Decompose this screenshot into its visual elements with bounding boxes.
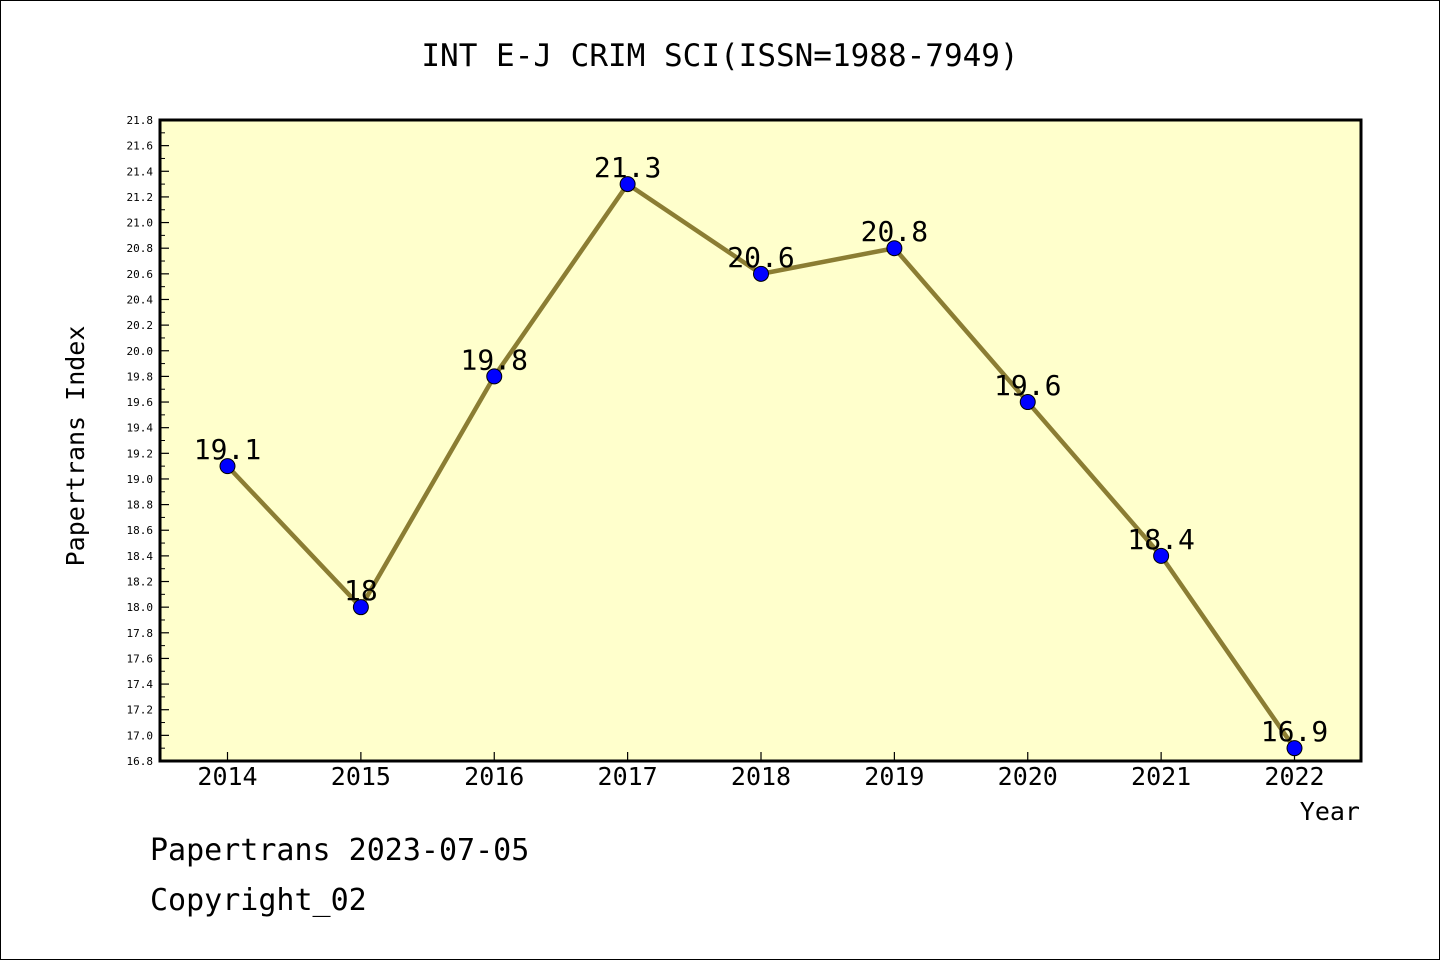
data-point — [219, 458, 236, 475]
y-tick-label: 21.4 — [127, 165, 154, 178]
x-tick-label: 2018 — [731, 762, 791, 791]
y-tick-label: 18.0 — [127, 601, 154, 614]
data-label: 20.6 — [727, 241, 794, 274]
y-tick-label: 21.6 — [127, 140, 154, 153]
footer-copyright-text: Copyright_02 — [150, 883, 367, 918]
data-label: 16.9 — [1261, 715, 1328, 748]
y-tick-label: 20.8 — [127, 242, 154, 255]
y-tick-label: 20.6 — [127, 268, 154, 281]
y-tick-label: 20.2 — [127, 319, 154, 332]
data-label: 19.1 — [194, 433, 261, 466]
y-tick-label: 21.0 — [127, 217, 154, 230]
footer-date-text: Papertrans 2023-07-05 — [150, 833, 530, 868]
y-tick-label: 19.2 — [127, 447, 154, 460]
chart-title: INT E-J CRIM SCI(ISSN=1988-7949) — [421, 38, 1018, 74]
series-layer: 19.1 18 19.8 21.3 20.6 20.8 19.6 18.4 16.9 — [194, 151, 1328, 757]
x-tick-label: 2019 — [864, 762, 924, 791]
data-point — [886, 240, 903, 257]
x-tick-label: 2014 — [197, 762, 257, 791]
x-tick-label: 2017 — [598, 762, 658, 791]
y-tick-label: 19.4 — [127, 422, 154, 435]
x-tick-label: 2016 — [464, 762, 524, 791]
y-tick-label: 17.2 — [127, 704, 154, 717]
data-point — [1019, 394, 1036, 411]
y-tick-label: 18.2 — [127, 576, 154, 589]
data-point — [619, 176, 636, 193]
data-point — [753, 265, 769, 282]
y-tick-label: 17.6 — [127, 652, 154, 665]
data-label: 21.3 — [594, 151, 661, 184]
x-tick-label: 2021 — [1131, 762, 1191, 791]
y-tick-label: 18.6 — [127, 524, 154, 537]
y-tick-label: 19.6 — [127, 396, 154, 409]
y-tick-label: 19.0 — [127, 473, 154, 486]
y-tick-label: 18.4 — [127, 550, 154, 563]
x-axis-label: Year — [1300, 797, 1360, 826]
data-point — [1286, 740, 1303, 757]
y-axis-label: Papertrans Index — [61, 326, 90, 567]
plot-area — [158, 118, 1363, 763]
y-tick-label: 20.4 — [127, 293, 154, 306]
data-point — [1153, 547, 1170, 564]
x-tick-label: 2022 — [1264, 762, 1324, 791]
data-point — [352, 599, 369, 616]
data-label: 18 — [344, 574, 378, 607]
y-tick-label: 17.8 — [127, 627, 154, 640]
y-tick-label: 17.4 — [127, 678, 154, 691]
x-tick-label: 2015 — [331, 762, 391, 791]
data-label: 19.8 — [461, 343, 528, 376]
y-tick-label: 21.8 — [127, 114, 154, 127]
data-point — [486, 368, 503, 385]
y-axis: 16.8 17.0 17.2 17.4 17.6 17.8 18.0 18.2 18.4 18.6… — [127, 114, 169, 768]
x-tick-label: 2020 — [998, 762, 1058, 791]
y-tick-label: 16.8 — [127, 755, 154, 768]
data-label: 18.4 — [1127, 523, 1194, 556]
y-tick-label: 18.8 — [127, 499, 154, 512]
y-tick-label: 17.0 — [127, 729, 154, 742]
x-axis: 2014 2015 2016 2017 2018 2019 2020 2021 2022 — [197, 752, 1325, 791]
data-label: 19.6 — [994, 369, 1061, 402]
y-tick-label: 21.2 — [127, 191, 154, 204]
data-label: 20.8 — [861, 215, 928, 248]
y-tick-label: 19.8 — [127, 370, 154, 383]
y-tick-label: 20.0 — [127, 345, 154, 358]
